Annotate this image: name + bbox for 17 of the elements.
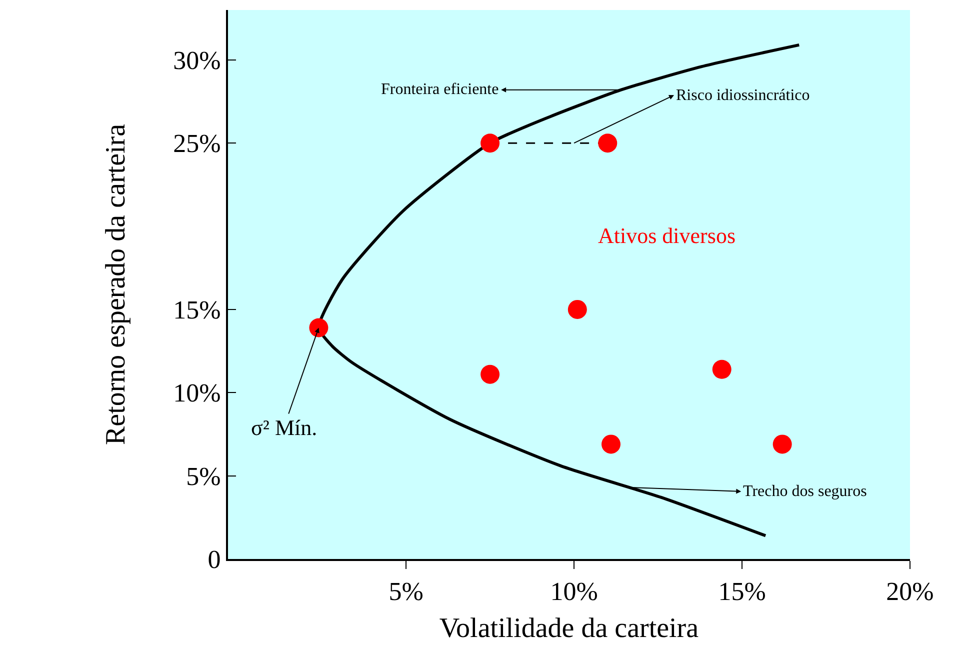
x-tick-label: 15% (718, 577, 766, 606)
annotation: Risco idiossincrático (676, 87, 810, 104)
annotation: Ativos diversos (598, 223, 736, 248)
x-tick-label: 5% (388, 577, 424, 606)
x-tick-label: 20% (886, 577, 934, 606)
x-axis-title: Volatilidade da carteira (439, 612, 700, 644)
y-tick-label: 0 (208, 545, 221, 574)
y-tick-label: 25% (173, 129, 221, 158)
y-tick-label: 10% (173, 378, 221, 408)
x-tick-label: 10% (550, 577, 598, 606)
annotation: Fronteira eficiente (381, 81, 499, 98)
y-tick-label: 30% (173, 46, 221, 76)
annotation: σ² Mín. (251, 415, 318, 440)
annotation: Trecho dos seguros (743, 483, 867, 500)
y-axis-title: Retorno esperado da carteira (100, 123, 132, 446)
y-tick-label: 15% (173, 296, 221, 325)
y-tick-label: 5% (186, 462, 221, 491)
